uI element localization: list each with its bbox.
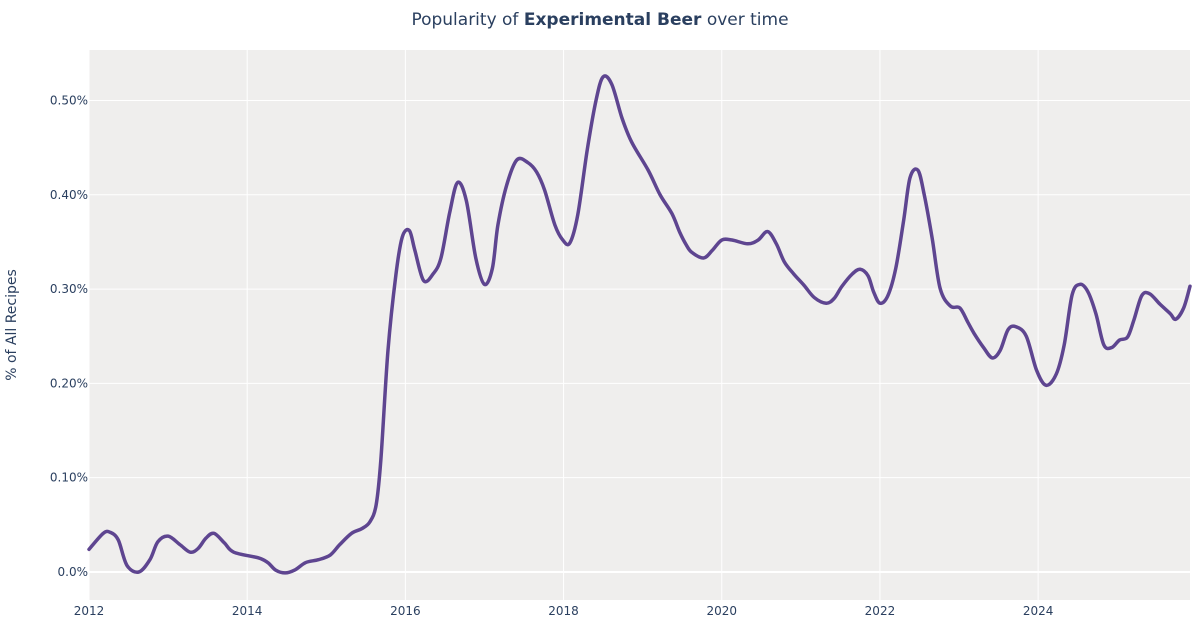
x-tick-label: 2016 <box>390 604 421 618</box>
y-tick-label: 0.10% <box>50 471 88 485</box>
y-tick-label: 0.30% <box>50 282 88 296</box>
title-bold: Experimental Beer <box>524 10 702 30</box>
title-prefix: Popularity of <box>411 10 523 30</box>
y-tick-label: 0.40% <box>50 188 88 202</box>
title-suffix: over time <box>701 10 788 30</box>
y-tick-label: 0.0% <box>58 565 89 579</box>
plot-area <box>89 50 1190 600</box>
x-tick-label: 2022 <box>865 604 896 618</box>
axis-ticks: 2012 2014 2016 2018 2020 2022 2024 0.0% 0.10% 0.2… <box>50 93 1054 618</box>
y-axis-label: % of All Recipes <box>4 269 20 381</box>
x-tick-label: 2018 <box>548 604 579 618</box>
chart-title: Popularity of Experimental Beer over tim… <box>411 10 788 30</box>
y-tick-label: 0.20% <box>50 376 88 390</box>
grid <box>88 50 1190 600</box>
x-tick-label: 2024 <box>1023 604 1054 618</box>
x-tick-label: 2020 <box>706 604 737 618</box>
x-tick-label: 2014 <box>232 604 263 618</box>
series-lines <box>87 74 1192 575</box>
x-tick-label: 2012 <box>74 604 105 618</box>
series-line <box>87 74 1192 575</box>
y-tick-label: 0.50% <box>50 93 88 107</box>
